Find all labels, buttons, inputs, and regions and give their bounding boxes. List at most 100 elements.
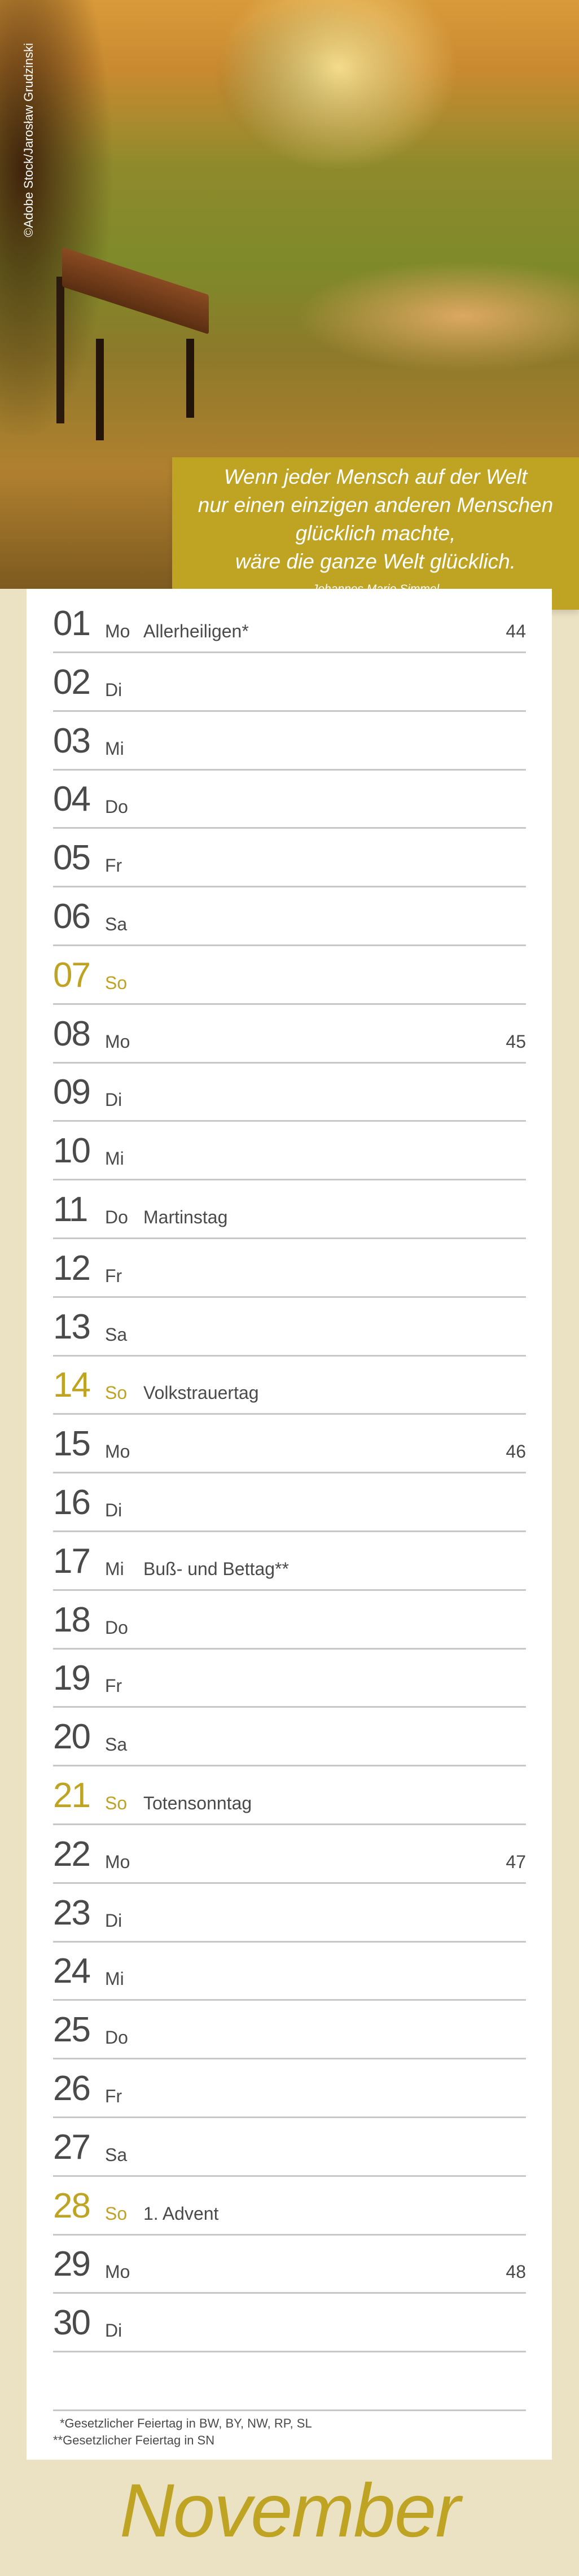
day-row: 01 Mo Allerheiligen* 44 — [53, 594, 526, 653]
weekday: Sa — [105, 1734, 128, 1755]
weekday: So — [105, 972, 128, 993]
day-row: 30 Di — [53, 2294, 526, 2353]
photo-credit: ©Adobe Stock/Jarosław Grudzinski — [21, 43, 36, 237]
day-number: 16 — [53, 1483, 91, 1522]
footnote: *Gesetzlicher Feiertag in BW, BY, NW, RP… — [60, 2416, 312, 2430]
day-number: 25 — [53, 2010, 91, 2050]
footnotes: *Gesetzlicher Feiertag in BW, BY, NW, RP… — [53, 2415, 312, 2449]
day-number: 07 — [53, 955, 91, 995]
quote-text: Wenn jeder Mensch auf der Welt nur einen… — [172, 463, 579, 576]
day-row: 07 So — [53, 946, 526, 1005]
day-row: 08 Mo 45 — [53, 1005, 526, 1064]
weekday: Mi — [105, 738, 124, 759]
day-number: 30 — [53, 2303, 91, 2343]
weekday: Do — [105, 797, 128, 817]
holiday-label: Totensonntag — [143, 1793, 252, 1813]
weekday: Fr — [105, 1676, 122, 1696]
day-row: 11 Do Martinstag — [53, 1180, 526, 1239]
calendar-panel — [27, 589, 552, 2460]
day-row: 05 Fr — [53, 829, 526, 888]
day-number: 20 — [53, 1717, 91, 1757]
day-number: 09 — [53, 1073, 91, 1112]
weekday: Do — [105, 1207, 128, 1227]
day-row: 26 Fr — [53, 2059, 526, 2118]
day-number: 24 — [53, 1952, 91, 1991]
day-number: 19 — [53, 1659, 91, 1698]
day-number: 27 — [53, 2127, 91, 2167]
quote-line: nur einen einzigen anderen Menschen — [198, 493, 554, 517]
week-number: 44 — [506, 621, 526, 641]
day-number: 04 — [53, 780, 91, 819]
day-row: 21 So Totensonntag — [53, 1766, 526, 1825]
quote-box: Wenn jeder Mensch auf der Welt nur einen… — [172, 457, 579, 610]
day-number: 17 — [53, 1541, 91, 1581]
holiday-label: Allerheiligen* — [143, 621, 249, 641]
day-row: 23 Di — [53, 1884, 526, 1943]
weekday: So — [105, 1383, 128, 1403]
day-row: 09 Di — [53, 1063, 526, 1122]
day-row: 25 Do — [53, 2001, 526, 2060]
weekday: Mi — [105, 1558, 124, 1579]
day-number: 23 — [53, 1893, 91, 1932]
weekday: Fr — [105, 1265, 122, 1286]
weekday: Sa — [105, 1324, 128, 1345]
weekday: Fr — [105, 855, 122, 876]
day-row: 27 Sa — [53, 2118, 526, 2177]
day-row: 04 Do — [53, 770, 526, 829]
day-number: 29 — [53, 2245, 91, 2284]
day-number: 22 — [53, 1834, 91, 1874]
day-row: 02 Di — [53, 653, 526, 712]
bench — [56, 277, 64, 423]
day-number: 18 — [53, 1600, 91, 1639]
day-number: 03 — [53, 721, 91, 760]
day-number: 10 — [53, 1131, 91, 1171]
bench-leg — [186, 339, 194, 418]
footnote: **Gesetzlicher Feiertag in SN — [53, 2433, 215, 2447]
day-row: 12 Fr — [53, 1239, 526, 1298]
day-number: 01 — [53, 604, 91, 643]
holiday-label: 1. Advent — [143, 2203, 219, 2224]
day-row: 17 Mi Buß- und Bettag** — [53, 1532, 526, 1591]
day-row: 19 Fr — [53, 1649, 526, 1708]
weekday: Mo — [105, 621, 130, 641]
weekday: So — [105, 2203, 128, 2224]
day-number: 14 — [53, 1366, 91, 1405]
weekday: Mo — [105, 2262, 130, 2282]
week-number: 45 — [506, 1031, 526, 1052]
day-row: 24 Mi — [53, 1942, 526, 2001]
weekday: Di — [105, 1500, 122, 1520]
day-row: 10 Mi — [53, 1122, 526, 1181]
week-number: 47 — [506, 1851, 526, 1872]
day-number: 28 — [53, 2186, 91, 2225]
day-number: 15 — [53, 1424, 91, 1464]
bench-seat — [62, 247, 209, 335]
holiday-label: Martinstag — [143, 1207, 228, 1227]
holiday-label: Volkstrauertag — [143, 1383, 259, 1403]
day-number: 11 — [53, 1190, 88, 1229]
empty-row — [53, 2352, 526, 2411]
day-number: 05 — [53, 838, 91, 878]
quote-line: Wenn jeder Mensch auf der Welt — [223, 465, 528, 488]
day-row: 22 Mo 47 — [53, 1825, 526, 1884]
weekday: Do — [105, 1617, 128, 1638]
day-row: 18 Do — [53, 1591, 526, 1650]
weekday: Sa — [105, 914, 128, 934]
day-number: 13 — [53, 1307, 91, 1346]
week-number: 48 — [506, 2262, 526, 2282]
weekday: So — [105, 1793, 128, 1813]
day-row: 14 So Volkstrauertag — [53, 1356, 526, 1415]
quote-line: glücklich machte, — [295, 522, 456, 545]
week-number: 46 — [506, 1441, 526, 1462]
weekday: Do — [105, 2027, 128, 2048]
day-number: 08 — [53, 1014, 91, 1053]
weekday: Di — [105, 1090, 122, 1110]
day-number: 21 — [53, 1776, 91, 1815]
day-number: 26 — [53, 2069, 91, 2108]
holiday-label: Buß- und Bettag** — [143, 1558, 289, 1579]
weekday: Di — [105, 1910, 122, 1931]
day-row: 20 Sa — [53, 1708, 526, 1767]
quote-line: wäre die ganze Welt glücklich. — [235, 550, 516, 573]
day-number: 02 — [53, 662, 91, 702]
bench-leg — [96, 339, 104, 440]
day-row: 16 Di — [53, 1473, 526, 1532]
